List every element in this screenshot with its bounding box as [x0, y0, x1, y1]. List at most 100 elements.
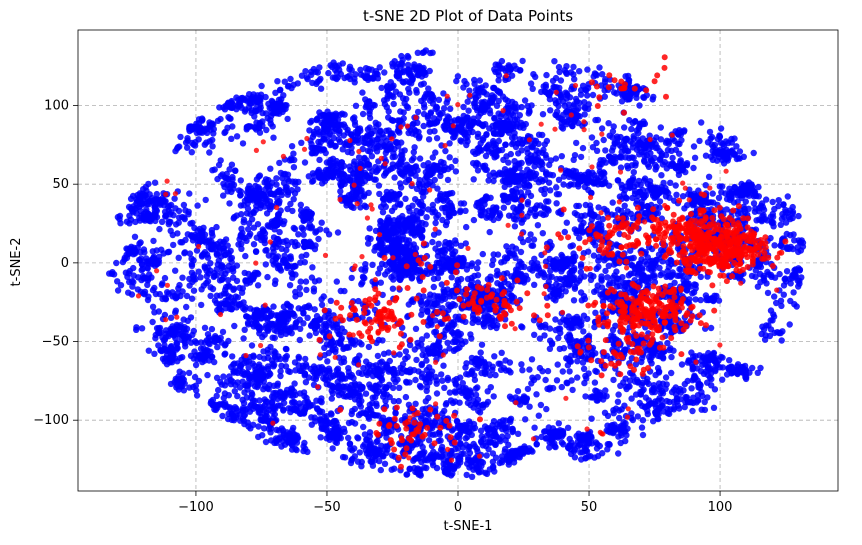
blue-point [433, 390, 441, 397]
blue-point [518, 323, 525, 330]
blue-point [169, 348, 176, 356]
blue-point [491, 468, 498, 475]
blue-point [418, 374, 426, 381]
blue-point [223, 378, 231, 385]
blue-point [581, 273, 588, 280]
blue-point [548, 341, 556, 348]
blue-point [597, 392, 604, 399]
blue-point [470, 440, 477, 448]
blue-point [173, 339, 180, 347]
blue-point [209, 136, 216, 144]
blue-point [680, 387, 687, 394]
blue-point [545, 278, 552, 285]
blue-point [621, 124, 628, 131]
blue-point [500, 204, 507, 211]
blue-point [467, 331, 474, 338]
blue-point [182, 343, 189, 350]
blue-point [188, 149, 195, 156]
blue-point [423, 332, 430, 339]
blue-point [734, 361, 742, 368]
blue-point [491, 353, 498, 360]
blue-point [589, 144, 597, 151]
blue-point [284, 115, 291, 123]
blue-point [419, 306, 426, 314]
blue-point [162, 198, 169, 205]
blue-point [522, 445, 529, 453]
blue-point [478, 458, 485, 465]
blue-point [698, 119, 705, 126]
blue-point [657, 136, 665, 143]
blue-point [317, 85, 325, 92]
blue-point [132, 218, 139, 226]
blue-point [215, 386, 222, 394]
blue-point [431, 128, 438, 135]
blue-point [176, 143, 183, 150]
blue-point [462, 364, 469, 371]
blue-point [432, 149, 439, 156]
blue-point [632, 159, 639, 167]
blue-point [116, 215, 123, 223]
blue-point [419, 49, 426, 56]
blue-point [505, 212, 513, 219]
blue-point [602, 387, 609, 394]
blue-point [665, 138, 672, 145]
blue-point [188, 260, 195, 268]
blue-point [650, 385, 657, 392]
blue-point [276, 159, 283, 167]
blue-point [184, 144, 191, 151]
blue-point [389, 193, 396, 201]
blue-point [575, 277, 583, 284]
blue-point [645, 380, 652, 387]
blue-point [606, 440, 613, 448]
blue-point [466, 449, 474, 457]
blue-point [528, 447, 535, 454]
blue-point [385, 127, 392, 134]
blue-point [324, 358, 331, 365]
blue-point [408, 80, 415, 87]
blue-point [171, 195, 178, 202]
blue-point [418, 336, 426, 343]
blue-point [348, 410, 355, 418]
blue-point [462, 240, 469, 247]
blue-point [376, 190, 383, 198]
blue-point [209, 401, 216, 409]
blue-point [536, 335, 544, 342]
blue-point [473, 265, 481, 272]
blue-point [318, 219, 325, 226]
blue-point [662, 151, 670, 159]
blue-point [409, 202, 416, 209]
blue-point [484, 431, 491, 439]
blue-point [436, 259, 443, 266]
blue-point [323, 159, 331, 166]
blue-point [681, 380, 688, 388]
blue-point [518, 219, 525, 226]
blue-point [365, 415, 373, 422]
blue-point [462, 207, 469, 214]
blue-point [315, 174, 323, 181]
blue-point [778, 215, 786, 222]
blue-point [261, 383, 269, 390]
blue-point [648, 354, 655, 361]
blue-point [270, 382, 278, 389]
blue-point [652, 404, 660, 411]
blue-point [412, 325, 420, 332]
blue-point [494, 267, 501, 275]
blue-point [589, 393, 596, 400]
blue-point [441, 407, 448, 415]
blue-point [486, 172, 493, 179]
blue-point [368, 458, 375, 465]
blue-point [248, 389, 255, 397]
blue-point [351, 405, 359, 413]
blue-point [598, 125, 606, 132]
blue-point [363, 203, 370, 211]
blue-point [195, 136, 202, 143]
blue-point [448, 274, 455, 281]
blue-point [543, 154, 550, 161]
blue-point [325, 365, 333, 372]
blue-point [278, 443, 285, 450]
blue-point [328, 411, 335, 418]
blue-point [201, 324, 209, 331]
blue-point [562, 89, 569, 96]
blue-point [662, 374, 670, 381]
blue-point [306, 332, 313, 339]
